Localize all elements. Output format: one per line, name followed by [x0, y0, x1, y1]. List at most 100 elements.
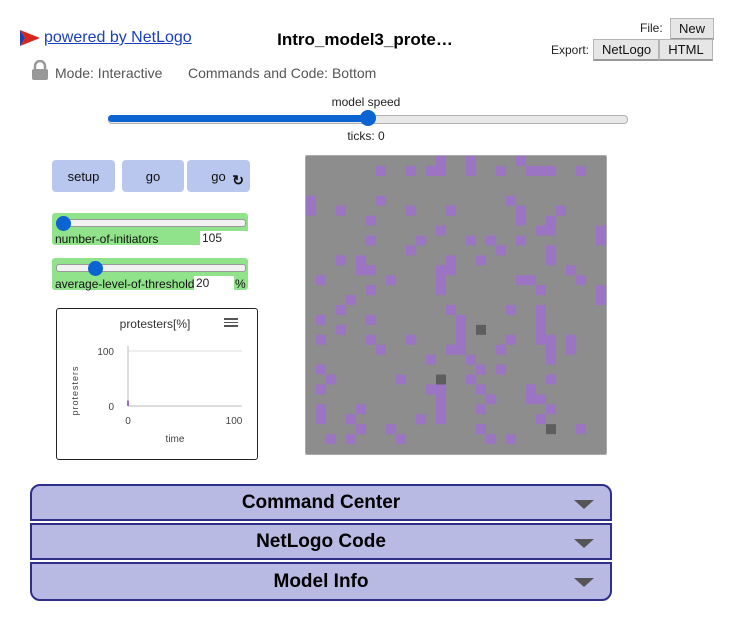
protester-patch	[546, 255, 556, 266]
setup-button[interactable]: setup	[52, 160, 115, 192]
protester-patch	[386, 424, 396, 435]
protester-patch	[536, 285, 546, 296]
protester-patch	[376, 344, 386, 355]
protester-patch	[576, 275, 586, 286]
protester-patch	[406, 165, 416, 176]
world-view[interactable]	[305, 155, 607, 455]
protester-patch	[446, 265, 456, 276]
protester-patch	[436, 414, 446, 425]
protester-patch	[346, 434, 356, 445]
protester-patch	[456, 314, 466, 325]
lock-icon[interactable]	[31, 60, 49, 80]
protester-patch	[336, 255, 346, 266]
chevron-down-icon[interactable]	[574, 500, 594, 509]
protester-patch	[336, 205, 346, 216]
slider-track[interactable]	[56, 219, 246, 227]
protester-patch	[356, 404, 366, 415]
protester-patch	[516, 275, 526, 286]
hamburger-menu-icon[interactable]	[224, 316, 238, 329]
protester-patch	[406, 205, 416, 216]
export-html-button[interactable]: HTML	[659, 39, 713, 61]
protester-patch	[536, 324, 546, 335]
slider-number-of-initiators[interactable]: number-of-initiators 105	[52, 213, 248, 246]
plot-y-axis-label: protesters	[70, 365, 80, 415]
protester-patch	[316, 334, 326, 345]
protester-patch	[496, 245, 506, 256]
protester-patch	[566, 265, 576, 276]
protester-patch	[446, 344, 456, 355]
protester-patch	[516, 215, 526, 226]
protester-patch	[546, 374, 556, 385]
protester-patch	[426, 384, 436, 395]
protester-patch	[466, 165, 476, 176]
export-label: Export:	[551, 43, 590, 57]
forever-repeat-icon: ↻	[232, 172, 244, 188]
protester-patch	[316, 275, 326, 286]
powered-by-netlogo-link[interactable]: powered by NetLogo	[20, 29, 192, 47]
dark-patch	[436, 374, 446, 385]
commands-position-label[interactable]: Commands and Code: Bottom	[188, 65, 377, 81]
model-speed-slider-thumb[interactable]	[360, 110, 376, 126]
protester-patch	[396, 374, 406, 385]
chevron-down-icon[interactable]	[574, 578, 594, 587]
new-file-button[interactable]: New	[670, 18, 714, 40]
protester-patch	[436, 265, 446, 276]
protester-patch	[406, 245, 416, 256]
protester-patch	[376, 165, 386, 176]
protester-patch	[526, 275, 536, 286]
slider-track[interactable]	[56, 264, 246, 272]
protester-patch	[556, 205, 566, 216]
protester-patch	[536, 225, 546, 236]
plot-x-axis-label: time	[166, 434, 185, 445]
protester-patch	[526, 165, 536, 176]
protester-patch	[466, 354, 476, 365]
protester-patch	[326, 374, 336, 385]
protester-patch	[536, 314, 546, 325]
protester-patch	[356, 255, 366, 266]
protesters-plot	[56, 308, 258, 460]
protester-patch	[366, 334, 376, 345]
file-label: File:	[640, 21, 663, 35]
powered-by-label[interactable]: powered by NetLogo	[44, 29, 192, 46]
protester-patch	[416, 235, 426, 246]
protester-patch	[396, 434, 406, 445]
protester-patch	[466, 374, 476, 385]
slider-thumb[interactable]	[56, 216, 71, 231]
dark-patch	[476, 324, 486, 335]
protester-patch	[486, 394, 496, 405]
protester-patch	[476, 404, 486, 415]
command-center-section[interactable]: Command Center	[30, 484, 612, 521]
slider-average-level-of-threshold[interactable]: average-level-of-threshold 20 %	[52, 258, 248, 291]
plot-canvas: 100 00 100 time protesters	[70, 346, 243, 445]
protester-patch	[466, 235, 476, 246]
slider-value-input[interactable]: 105	[200, 231, 248, 245]
world-patches	[306, 156, 606, 445]
protester-patch	[546, 215, 556, 226]
go-forever-button[interactable]: go ↻	[187, 160, 250, 192]
protester-patch	[446, 205, 456, 216]
protester-patch	[576, 424, 586, 435]
protester-patch	[536, 414, 546, 425]
model-info-title: Model Info	[273, 570, 369, 592]
slider-value-input[interactable]: 20	[194, 276, 234, 290]
chevron-down-icon[interactable]	[574, 539, 594, 548]
export-netlogo-button[interactable]: NetLogo	[593, 39, 659, 61]
protester-patch	[316, 384, 326, 395]
model-info-section[interactable]: Model Info	[30, 562, 612, 601]
protester-patch	[536, 165, 546, 176]
protester-patch	[436, 156, 446, 166]
protester-patch	[456, 344, 466, 355]
protester-patch	[476, 364, 486, 375]
protester-patch	[326, 434, 336, 445]
protester-patch	[566, 334, 576, 345]
protester-patch	[416, 414, 426, 425]
slider-thumb[interactable]	[88, 261, 103, 276]
go-button[interactable]: go	[122, 160, 184, 192]
protester-patch	[426, 354, 436, 365]
protester-patch	[306, 195, 316, 206]
protester-patch	[546, 404, 556, 415]
protester-patch	[446, 255, 456, 266]
netlogo-code-section[interactable]: NetLogo Code	[30, 523, 612, 560]
protester-patch	[436, 384, 446, 395]
protester-patch	[596, 285, 606, 296]
